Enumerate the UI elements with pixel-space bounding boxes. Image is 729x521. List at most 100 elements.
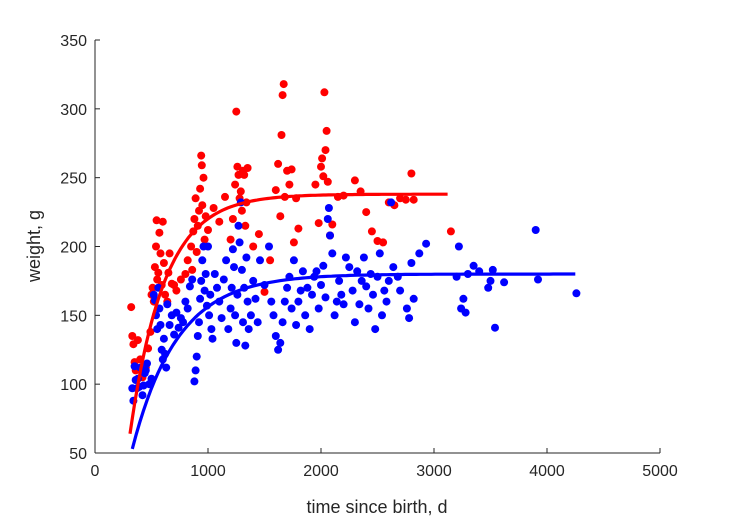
fit-curve	[130, 272, 576, 450]
scatter-point	[402, 304, 411, 313]
scatter-point	[191, 194, 200, 203]
scatter-point	[384, 276, 393, 285]
scatter-point	[407, 169, 416, 178]
scatter-point	[141, 366, 150, 375]
scatter-point	[222, 256, 231, 265]
scatter-point	[317, 162, 325, 171]
scatter-point	[387, 198, 396, 207]
scatter-point	[143, 359, 151, 368]
scatter-point	[183, 304, 192, 313]
scatter-point	[330, 311, 339, 320]
scatter-point	[237, 206, 246, 215]
scatter-point	[294, 224, 303, 233]
scatter-point	[454, 242, 463, 251]
scatter-point	[405, 314, 414, 323]
scatter-point	[308, 290, 316, 299]
scatter-point	[243, 297, 252, 306]
scatter-point	[200, 235, 209, 244]
fit-curves	[128, 192, 576, 450]
scatter-point	[244, 325, 253, 334]
scatter-point	[276, 338, 285, 347]
scatter-point	[271, 186, 280, 195]
scatter-point	[156, 249, 165, 258]
y-tick-label: 50	[69, 446, 87, 463]
x-axis-label: time since birth, d	[306, 497, 447, 517]
scatter-point	[227, 283, 236, 292]
scatter-point	[249, 276, 258, 285]
scatter-point	[181, 297, 190, 306]
axes: 0 1000 2000 3000 4000 5000 50 100 150 200 250 300 35…	[60, 33, 678, 480]
scatter-point	[572, 289, 581, 298]
scatter-point	[280, 297, 289, 306]
scatter-point	[172, 308, 181, 317]
scatter-point	[531, 226, 540, 234]
scatter-point	[375, 249, 384, 258]
scatter-point	[217, 314, 226, 323]
scatter-point	[357, 276, 366, 285]
y-tick-label: 150	[60, 308, 87, 325]
scatter-point	[176, 275, 185, 284]
scatter-point	[320, 88, 329, 97]
scatter-point	[228, 245, 237, 254]
x-tick-label: 5000	[642, 463, 678, 480]
scatter-point	[362, 208, 371, 217]
scatter-point	[278, 91, 287, 100]
scatter-point	[285, 180, 294, 189]
scatter-point	[170, 330, 179, 339]
scatter-point	[237, 265, 246, 274]
y-tick-label: 100	[60, 377, 87, 394]
scatter-point	[253, 318, 262, 327]
scatter-point	[191, 366, 200, 375]
scatter-point	[321, 146, 330, 155]
x-tick-label: 0	[91, 463, 100, 480]
scatter-point	[409, 294, 418, 303]
scatter-point	[224, 325, 233, 334]
scatter-point	[324, 204, 333, 212]
scatter-point	[488, 265, 497, 274]
scatter-point	[152, 216, 161, 225]
scatter-point	[233, 162, 242, 171]
scatter-point	[353, 267, 362, 276]
scatter-point	[230, 263, 238, 272]
scatter-point	[322, 126, 331, 135]
scatter-point	[254, 230, 263, 239]
scatter-point	[267, 297, 276, 306]
scatter-point	[332, 297, 341, 306]
scatter-point	[236, 187, 245, 196]
scatter-point	[319, 261, 328, 270]
scatter-point	[199, 173, 208, 182]
scatter-point	[209, 204, 218, 212]
scatter-point	[163, 300, 172, 309]
scatter-point	[235, 238, 244, 247]
scatter-point	[407, 259, 416, 267]
scatter-point	[459, 294, 468, 303]
scatter-point	[292, 321, 301, 329]
scatter-point	[422, 239, 431, 248]
scatter-point	[183, 256, 192, 265]
scatter-point	[155, 228, 164, 237]
scatter-point	[127, 303, 136, 312]
scatter-point	[187, 242, 196, 251]
scatter-point	[234, 221, 243, 230]
scatter-point	[242, 253, 251, 262]
scatter-point	[318, 154, 327, 163]
scatter-point	[266, 256, 275, 265]
scatter-point	[328, 249, 337, 258]
scatter-point	[165, 321, 174, 329]
scatter-point	[226, 235, 235, 244]
scatter-point	[154, 268, 163, 277]
scatter-point	[196, 184, 205, 193]
scatter-point	[314, 304, 323, 313]
scatter-point	[337, 290, 346, 299]
scatter-point	[283, 283, 292, 292]
scatter-point	[491, 323, 499, 332]
scatter-point	[317, 281, 325, 289]
scatter-point	[156, 321, 165, 329]
scatter-point	[158, 217, 167, 226]
scatter-point	[305, 325, 314, 334]
y-tick-label: 200	[60, 240, 87, 257]
scatter-point	[231, 311, 240, 320]
scatter-point	[314, 219, 323, 228]
scatter-point	[350, 318, 359, 327]
